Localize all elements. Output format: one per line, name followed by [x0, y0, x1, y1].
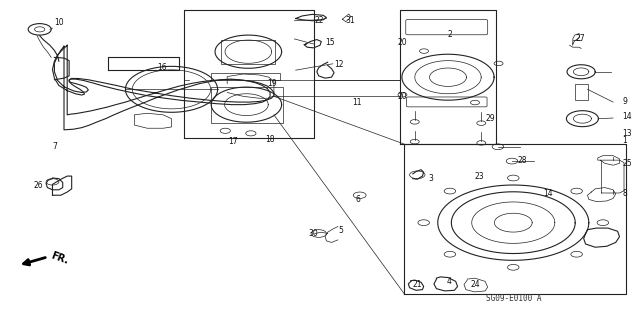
Text: 11: 11: [352, 98, 362, 107]
Text: 1: 1: [622, 136, 627, 145]
Text: 26: 26: [34, 181, 44, 190]
Text: 13: 13: [622, 129, 632, 138]
Text: 14: 14: [622, 112, 632, 121]
Bar: [211, 87, 283, 123]
Text: 16: 16: [157, 63, 166, 72]
Text: 22: 22: [315, 16, 324, 25]
Text: 28: 28: [517, 156, 527, 165]
Bar: [575, 84, 588, 100]
Text: 14: 14: [543, 189, 552, 198]
Text: 9: 9: [622, 97, 627, 106]
Text: 18: 18: [266, 135, 275, 144]
Text: 3: 3: [429, 174, 434, 182]
Text: 24: 24: [470, 280, 480, 289]
Text: 6: 6: [355, 195, 360, 204]
Text: 5: 5: [338, 226, 343, 235]
Text: 4: 4: [447, 277, 452, 286]
Text: FR.: FR.: [50, 251, 70, 266]
Text: SG09-E0100 A: SG09-E0100 A: [486, 294, 541, 303]
Text: 23: 23: [475, 172, 484, 181]
Text: 21: 21: [412, 280, 422, 289]
Text: 29: 29: [485, 114, 495, 123]
Text: 2: 2: [448, 30, 452, 39]
Text: 17: 17: [228, 137, 238, 146]
Text: 8: 8: [622, 189, 627, 198]
Text: 30: 30: [308, 229, 318, 238]
Text: 20: 20: [397, 38, 407, 47]
Text: 15: 15: [325, 38, 335, 47]
Bar: [221, 40, 275, 64]
Text: 19: 19: [268, 79, 277, 88]
Text: 12: 12: [334, 60, 344, 69]
Text: 7: 7: [52, 142, 58, 151]
Text: 31: 31: [346, 16, 355, 25]
Text: 27: 27: [576, 34, 586, 43]
Text: 10: 10: [54, 19, 64, 27]
Text: 25: 25: [622, 159, 632, 168]
Text: 20: 20: [397, 92, 407, 101]
